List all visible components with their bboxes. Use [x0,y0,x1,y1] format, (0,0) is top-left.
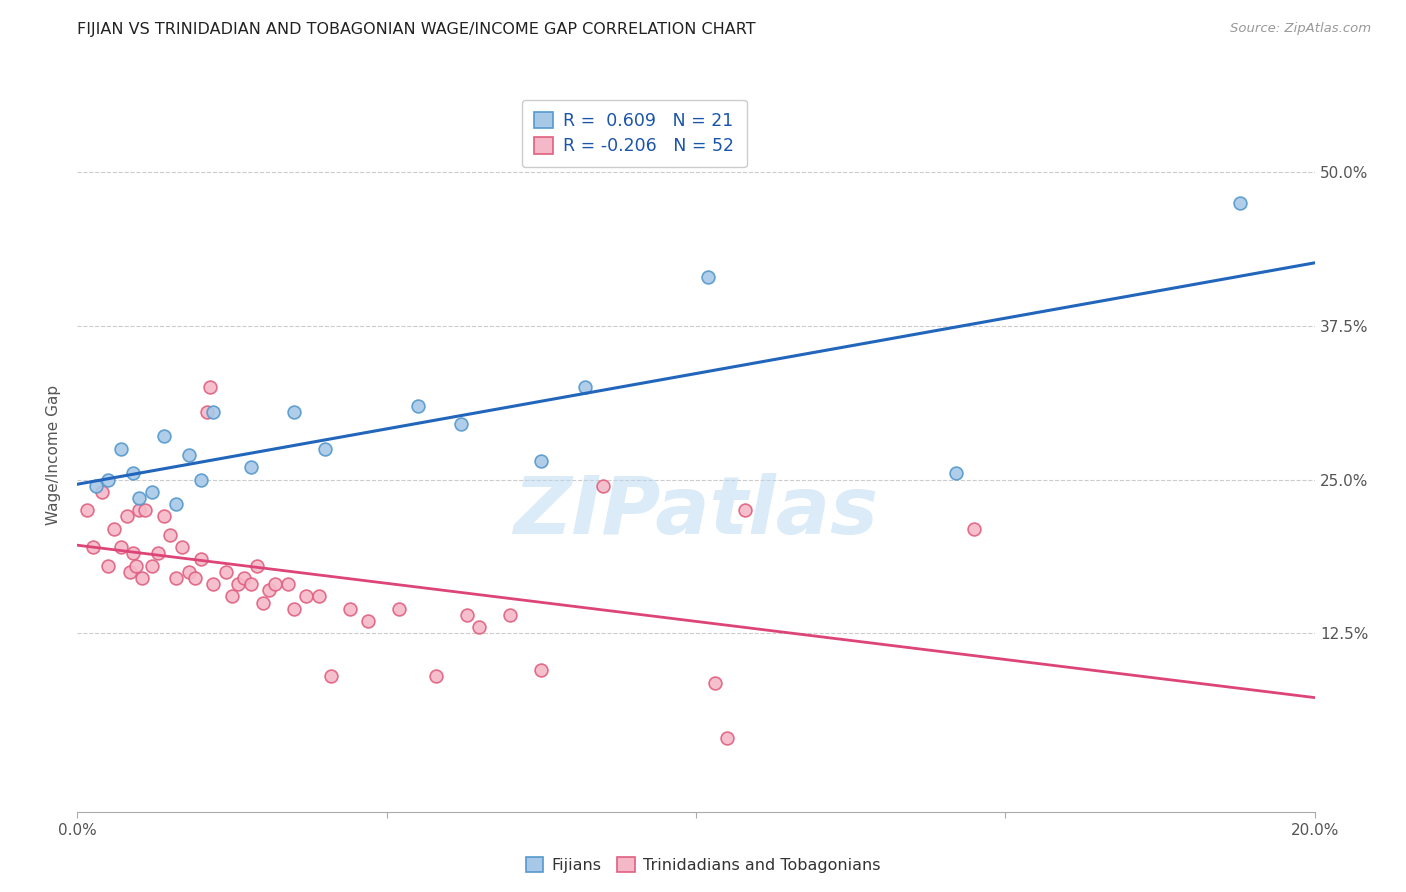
Point [195,405,218,419]
Y-axis label: Wage/Income Gap: Wage/Income Gap [46,384,62,525]
Point [91,484,114,499]
Point [264,577,287,591]
Point [141,484,163,499]
Point [283,601,305,615]
Point [246,558,269,573]
Point [153,429,176,443]
Point [103,522,125,536]
Legend: Fijians, Trinidadians and Tobagonians: Fijians, Trinidadians and Tobagonians [519,851,887,880]
Point [76,503,98,517]
Point [177,565,200,579]
Point [339,601,361,615]
Point [963,522,986,536]
Point [239,577,262,591]
Point [128,503,150,517]
Point [190,552,212,566]
Point [172,540,194,554]
Point [82,540,104,554]
Text: Source: ZipAtlas.com: Source: ZipAtlas.com [1230,22,1371,36]
Point [388,601,411,615]
Point [406,399,429,413]
Point [945,467,967,481]
Point [574,380,596,394]
Point [314,442,336,456]
Point [125,558,148,573]
Point [221,590,243,604]
Point [118,565,141,579]
Point [159,528,181,542]
Point [468,620,491,634]
Point [226,577,249,591]
Point [697,269,720,284]
Point [592,478,614,492]
Point [141,558,163,573]
Point [257,583,280,598]
Point [456,607,478,622]
Point [115,509,138,524]
Text: ZIPatlas: ZIPatlas [513,473,879,551]
Point [703,675,725,690]
Point [202,405,225,419]
Legend: R =  0.609   N = 21, R = -0.206   N = 52: R = 0.609 N = 21, R = -0.206 N = 52 [522,100,747,168]
Point [239,460,262,475]
Point [233,571,256,585]
Point [252,596,274,610]
Point [530,454,553,468]
Point [1229,195,1251,210]
Point [716,731,738,745]
Point [357,614,380,628]
Point [184,571,207,585]
Point [530,663,553,677]
Point [146,546,169,560]
Point [122,467,145,481]
Point [165,571,187,585]
Text: FIJIAN VS TRINIDADIAN AND TOBAGONIAN WAGE/INCOME GAP CORRELATION CHART: FIJIAN VS TRINIDADIAN AND TOBAGONIAN WAG… [77,22,756,37]
Point [128,491,150,505]
Point [97,558,120,573]
Point [425,669,447,683]
Point [131,571,153,585]
Point [734,503,756,517]
Point [215,565,238,579]
Point [134,503,156,517]
Point [295,590,318,604]
Point [499,607,522,622]
Point [122,546,145,560]
Point [450,417,472,432]
Point [308,590,330,604]
Point [277,577,299,591]
Point [110,442,132,456]
Point [110,540,132,554]
Point [84,478,107,492]
Point [97,473,120,487]
Point [283,405,305,419]
Point [165,497,187,511]
Point [153,509,176,524]
Point [177,448,200,462]
Point [190,473,212,487]
Point [200,380,222,394]
Point [319,669,342,683]
Point [202,577,225,591]
